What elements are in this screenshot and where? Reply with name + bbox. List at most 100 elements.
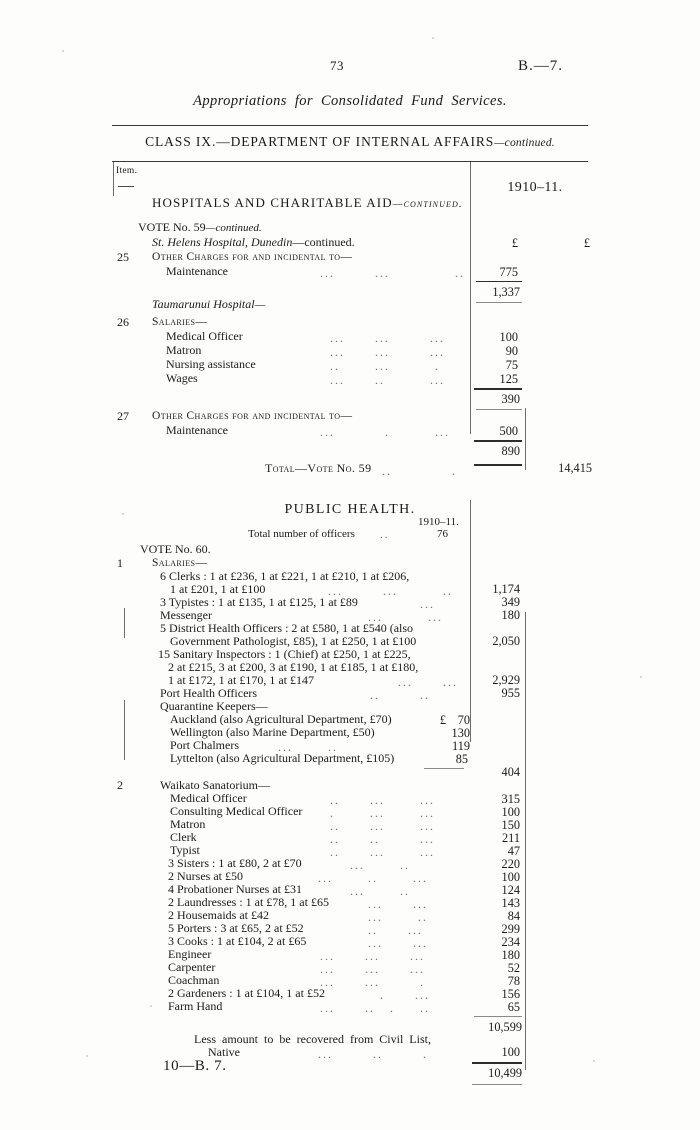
taumarunui-row-label: Matron [166, 343, 202, 357]
net-total-rule-top [472, 1062, 522, 1064]
maintenance-25-value: 775 [499, 265, 518, 279]
quarantine-row-label: Auckland (also Agricultural Department, … [170, 712, 392, 726]
net-total-value: 10,499 [488, 1066, 522, 1080]
sanatorium-heading: Waikato Sanatorium— [160, 778, 271, 792]
sanatorium-row-label: Engineer [168, 947, 212, 961]
quarantine-subtotal-rule [424, 768, 464, 769]
sanatorium-row-value: 100 [501, 805, 520, 819]
leader-dots: ... ... [368, 936, 428, 950]
sanatorium-row-value: 78 [507, 974, 520, 988]
deduction-value: 100 [501, 1045, 520, 1059]
subtotal-rule-3 [474, 440, 522, 442]
leader-dots: .. [380, 529, 390, 541]
sanatorium-row-label: 2 Laundresses : 1 at £78, 1 at £65 [168, 895, 329, 909]
header-rule-bottom [112, 161, 588, 162]
leader-dots: . ... [380, 988, 430, 1002]
st-helens-subheading: St. Helens Hospital, Dunedin—continued. [152, 235, 355, 249]
sanatorium-row-label: 3 Cooks : 1 at £104, 2 at £65 [168, 934, 307, 948]
quarantine-row-value: 70 [457, 713, 470, 727]
class-heading-continued: —continued. [494, 137, 555, 149]
running-head: 73 B.—7. [0, 58, 700, 80]
leader-dots: ... ... ... [320, 949, 425, 963]
public-health-heading: PUBLIC HEALTH. [284, 502, 416, 517]
port-health-officers-value: 955 [501, 686, 520, 700]
scan-speck [150, 1005, 152, 1007]
vote-59-continued: —continued. [205, 222, 262, 234]
sanatorium-row-label: Carpenter [168, 960, 216, 974]
sanitary-inspectors-value: 2,929 [492, 673, 520, 687]
sanatorium-row-label: 2 Nurses at £50 [168, 869, 243, 883]
subtotal-rule-2-bottom [476, 409, 522, 410]
hospitals-heading-text: HOSPITALS AND CHARITABLE AID [152, 195, 393, 210]
leader-dots: .. ... ... [330, 845, 435, 859]
sanatorium-row-label: 5 Porters : 3 at £65, 2 at £52 [168, 921, 304, 935]
taumarunui-row-value: 125 [499, 372, 518, 386]
document-number: B.—7. [518, 58, 564, 74]
item-column-header: Item. [116, 166, 138, 176]
leader-dots: . ... ... [330, 806, 435, 820]
scan-speck [432, 37, 434, 39]
sanatorium-row-value: 124 [501, 883, 520, 897]
subtotal-2-value: 390 [501, 392, 520, 406]
leader-dots: .. .. [370, 688, 430, 702]
sanatorium-row-label: Clerk [170, 830, 197, 844]
leader-dots: ... ... [398, 675, 458, 689]
hospitals-heading-continued: —continued. [392, 198, 463, 210]
subtotal-rule-1 [476, 281, 522, 282]
leader-dots: ... [420, 597, 435, 611]
quarantine-row-label: Port Chalmers [170, 738, 239, 752]
net-total-rule-bottom [472, 1084, 522, 1085]
class-heading: CLASS IX.—DEPARTMENT OF INTERNAL AFFAIRS… [112, 134, 588, 150]
quarantine-row-label: Wellington (also Marine Department, £50) [170, 725, 375, 739]
clerks-line-1: 6 Clerks : 1 at £236, 1 at £221, 1 at £2… [160, 569, 410, 583]
officers-year-header: 1910–11. [418, 516, 459, 528]
leader-dots: ... .. [350, 884, 410, 898]
leader-dots: ... .. . .. [320, 1001, 430, 1015]
subtotal-1-value: 1,337 [492, 285, 520, 299]
other-charges-27-label: Other Charges for and incidental to— [152, 410, 353, 422]
leader-dots: .. ... [368, 923, 423, 937]
leader-dots: .. .. ... [330, 832, 435, 846]
sanitary-inspectors-line-1: 15 Sanitary Inspectors : 1 (Chief) at £2… [158, 647, 411, 661]
leader-dots: ... .. [278, 740, 338, 754]
sanatorium-row-value: 65 [507, 1000, 520, 1014]
subtotal-rule-1-bottom [476, 302, 522, 303]
messenger-line: Messenger [160, 608, 212, 622]
clerks-value: 1,174 [492, 582, 520, 596]
quarantine-row-value: 85 [455, 752, 468, 766]
scan-speck [62, 50, 64, 52]
salaries-26-label: Salaries— [152, 316, 208, 328]
amount-column-rule-4 [470, 500, 471, 612]
quarantine-inner-currency: £ [439, 713, 446, 727]
leader-dots: .. ... ... [330, 793, 435, 807]
maintenance-27-value: 500 [499, 424, 518, 438]
page-folio-number: 73 [330, 58, 344, 73]
st-helens-label: St. Helens Hospital, Dunedin [152, 235, 293, 249]
page-footer-signature: 10—B. 7. [163, 1058, 227, 1074]
taumarunui-row-value: 100 [499, 330, 518, 344]
sanitary-inspectors-line-3: 1 at £172, 1 at £170, 1 at £147 [168, 673, 314, 687]
leader-dots: ... .. ... [330, 373, 445, 387]
quarantine-total-value: 404 [501, 765, 520, 779]
leader-dots: ... .. [350, 858, 410, 872]
sanatorium-row-value: 234 [501, 935, 520, 949]
leader-dots: ... ... [368, 610, 443, 624]
sanatorium-row-value: 315 [501, 792, 520, 806]
leader-dots: ... ... [368, 897, 428, 911]
clerks-line-2: 1 at £201, 1 at £100 [170, 582, 266, 596]
header-rule-top [112, 125, 588, 126]
sanatorium-row-value: 211 [502, 831, 520, 845]
sanatorium-row-label: 2 Gardeners : 1 at £104, 1 at £52 [168, 986, 325, 1000]
taumarunui-row-label: Nursing assistance [166, 357, 256, 371]
sanatorium-row-label: Consulting Medical Officer [170, 804, 303, 818]
class-heading-text: CLASS IX.—DEPARTMENT OF INTERNAL AFFAIRS [145, 134, 495, 149]
leader-dots: ... ... ... [330, 331, 445, 345]
taumarunui-row-value: 75 [505, 358, 518, 372]
other-charges-25-label: Other Charges for and incidental to— [152, 251, 353, 263]
gross-total-value: 10,599 [488, 1020, 522, 1034]
amount-column-rule-2 [470, 322, 471, 434]
page-title: Appropriations for Consolidated Fund Ser… [193, 93, 507, 109]
total-vote-59-value: 14,415 [558, 461, 592, 475]
item-number-2: 2 [117, 778, 123, 792]
subtotal-rule-2 [474, 388, 522, 390]
